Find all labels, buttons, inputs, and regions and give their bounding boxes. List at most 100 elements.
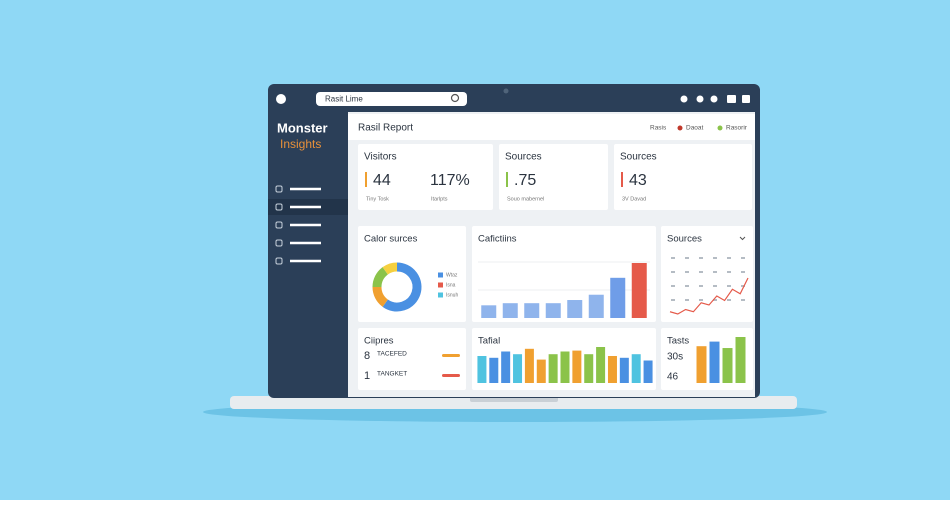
icon[interactable] (696, 95, 704, 103)
card (661, 226, 753, 322)
bar (631, 263, 647, 318)
nav-icon[interactable] (275, 239, 283, 247)
bar (567, 300, 583, 318)
card-value: 117% (430, 172, 470, 189)
bar (722, 348, 733, 383)
card-value: 43 (629, 172, 647, 189)
toolbar-icons (680, 95, 750, 103)
icon[interactable] (742, 95, 750, 103)
nav-icon[interactable] (275, 221, 283, 229)
header-action: Rasorir (726, 125, 748, 132)
calendar-cell (741, 299, 745, 301)
action-icon[interactable] (717, 125, 723, 131)
bar (502, 303, 518, 318)
calendar-cell (699, 285, 703, 287)
chevron[interactable] (739, 236, 746, 241)
panel-title: Cafictiins (478, 234, 517, 245)
donut-segment (372, 267, 389, 288)
search-icon[interactable] (450, 93, 460, 103)
bar (588, 294, 604, 318)
bar (735, 337, 746, 383)
sidebar-nav (275, 185, 321, 265)
panel-title: Calor surces (364, 234, 418, 245)
donut-segment (372, 286, 389, 307)
card-title: Sources (620, 152, 657, 163)
card-accent (365, 172, 367, 187)
donut-segment (382, 262, 422, 312)
card (358, 144, 493, 210)
card (614, 144, 752, 210)
legend-label: Isna (446, 282, 456, 288)
search-box[interactable] (316, 92, 467, 106)
calendar-cell (713, 271, 717, 273)
legend-label: Wtaz (446, 272, 458, 278)
test-stat: 46 (667, 372, 679, 383)
bar (545, 303, 561, 318)
icon[interactable] (727, 95, 736, 103)
calendar-cell (699, 271, 703, 273)
bar (524, 303, 540, 318)
calendar-cell (727, 271, 731, 273)
camera (503, 88, 509, 94)
icon[interactable] (680, 95, 688, 103)
laptop-base (230, 396, 797, 409)
bar (481, 305, 497, 318)
calendar-cell (741, 285, 745, 287)
clip-label: TANGKET (377, 371, 407, 378)
bar (610, 277, 626, 318)
test-stat: 30s (667, 352, 683, 363)
bar (536, 359, 546, 383)
card (358, 328, 466, 390)
calendar-cell (713, 285, 717, 287)
calendar-cell (727, 257, 731, 259)
card-accent (506, 172, 508, 187)
bar (548, 354, 558, 383)
nav-button[interactable] (276, 94, 286, 104)
donut-segment (382, 262, 398, 275)
calendar-cell (671, 299, 675, 301)
calendar-cell (713, 257, 717, 259)
header-action: Rasis (650, 125, 667, 132)
nav-icon[interactable] (275, 257, 283, 265)
card-value: 44 (373, 172, 391, 189)
trend-line (669, 277, 749, 315)
bar (560, 351, 570, 383)
bar (584, 354, 594, 383)
clip-label: TACEFED (377, 351, 407, 358)
calendar-cell (671, 285, 675, 287)
calendar-cell (727, 299, 731, 301)
card-caption: Itarlpts (431, 196, 448, 202)
legend-swatch (438, 272, 443, 278)
clip-bar (442, 354, 460, 357)
nav-icon[interactable] (275, 203, 283, 211)
card-title: Visitors (364, 152, 397, 163)
panel-title: Sources (667, 234, 702, 245)
header-bar (348, 114, 755, 140)
bar (607, 356, 617, 383)
card-title: Sources (505, 152, 542, 163)
header-action: Daoat (686, 125, 704, 132)
calendar-cell (741, 271, 745, 273)
card-caption: Souo mabernel (507, 196, 544, 202)
clip-bar (442, 374, 460, 377)
clip-value: 1 (364, 370, 370, 382)
nav-icon[interactable] (275, 185, 283, 193)
bar (696, 346, 707, 383)
logo: Monster (277, 120, 328, 135)
bar (643, 360, 653, 383)
calendar-cell (685, 285, 689, 287)
icon[interactable] (710, 95, 718, 103)
search-text: Rasit Lime (325, 95, 363, 104)
bar (524, 348, 534, 383)
panel-title: Ciipres (364, 336, 394, 347)
card-caption: Tiny Tosk (366, 196, 389, 202)
calendar-cell (713, 299, 717, 301)
legend-swatch (438, 282, 443, 288)
action-icon[interactable] (677, 125, 683, 131)
calendar-cell (699, 257, 703, 259)
bar (477, 356, 487, 383)
calendar-cell (685, 257, 689, 259)
calendar-cell (685, 271, 689, 273)
calendar-cell (741, 257, 745, 259)
bar (572, 350, 582, 383)
